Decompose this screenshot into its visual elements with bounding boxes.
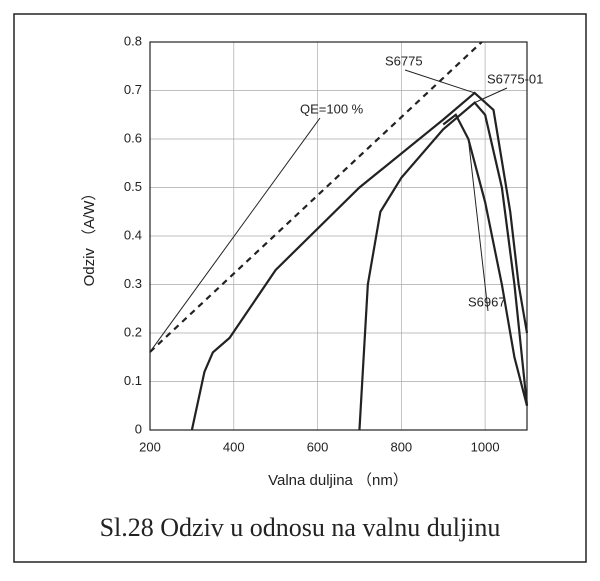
y-tick-label: 0.7 <box>124 82 142 97</box>
y-tick-label: 0.8 <box>124 33 142 48</box>
x-tick-label: 600 <box>307 439 329 454</box>
series-label: S6775 <box>385 53 423 68</box>
leader-line <box>149 117 321 353</box>
series-line <box>442 113 529 407</box>
x-tick-label: 400 <box>223 439 245 454</box>
chart-title: Sl.28 Odziv u odnosu na valnu duljinu <box>100 513 501 542</box>
y-tick-label: 0.6 <box>124 130 142 145</box>
series-line <box>190 91 529 431</box>
x-tick-label: 1000 <box>471 439 500 454</box>
leader-line <box>474 87 508 104</box>
series-line <box>149 41 483 353</box>
series-label: S6967 <box>468 294 506 309</box>
leader-line <box>467 138 489 312</box>
y-tick-label: 0.1 <box>124 373 142 388</box>
y-tick-label: 0.4 <box>124 227 142 242</box>
y-tick-label: 0.5 <box>124 179 142 194</box>
frame <box>13 13 587 563</box>
x-axis-label: Valna duljina （nm） <box>268 472 408 489</box>
leader-line <box>404 69 475 94</box>
series-label: S6775-01 <box>487 71 543 86</box>
y-tick-label: 0.3 <box>124 276 142 291</box>
x-tick-label: 200 <box>139 439 161 454</box>
y-tick-label: 0 <box>135 421 142 436</box>
y-axis-label: Odziv （A/W） <box>81 186 98 287</box>
y-tick-label: 0.2 <box>124 324 142 339</box>
x-tick-label: 800 <box>390 439 412 454</box>
plot-border <box>149 41 528 431</box>
series-label: QE=100 % <box>300 101 364 116</box>
series-line <box>358 101 529 431</box>
